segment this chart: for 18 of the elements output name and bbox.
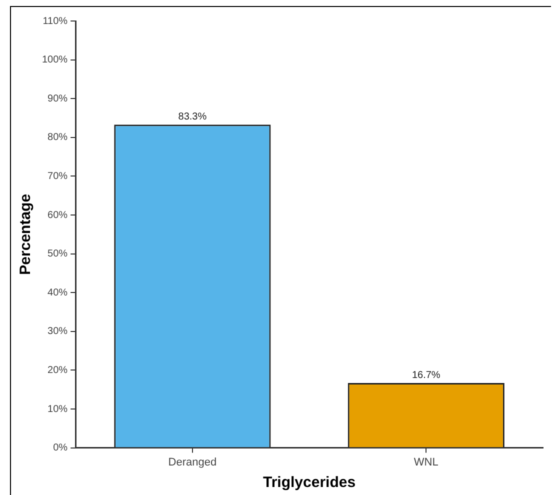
y-tick-label: 110% bbox=[42, 16, 68, 27]
x-axis-title: Triglycerides bbox=[263, 474, 356, 492]
y-tick-label: 70% bbox=[48, 170, 68, 182]
y-tick-label: 100% bbox=[42, 54, 68, 66]
data-label: 83.3% bbox=[178, 111, 207, 122]
y-tick-label: 30% bbox=[48, 326, 68, 338]
y-tick-label: 60% bbox=[48, 210, 68, 221]
y-tick-label: 80% bbox=[48, 132, 68, 144]
x-tick-label: WNL bbox=[414, 456, 438, 468]
y-tick-label: 10% bbox=[48, 404, 68, 415]
y-tick-label: 0% bbox=[53, 442, 68, 454]
y-axis-title: Percentage bbox=[17, 194, 34, 275]
data-label: 16.7% bbox=[412, 370, 440, 381]
y-tick-label: 20% bbox=[48, 364, 68, 376]
y-tick-label: 90% bbox=[48, 93, 68, 104]
y-tick-label: 40% bbox=[48, 287, 68, 298]
x-tick-label: Deranged bbox=[168, 456, 217, 468]
y-tick-label: 50% bbox=[48, 248, 68, 260]
